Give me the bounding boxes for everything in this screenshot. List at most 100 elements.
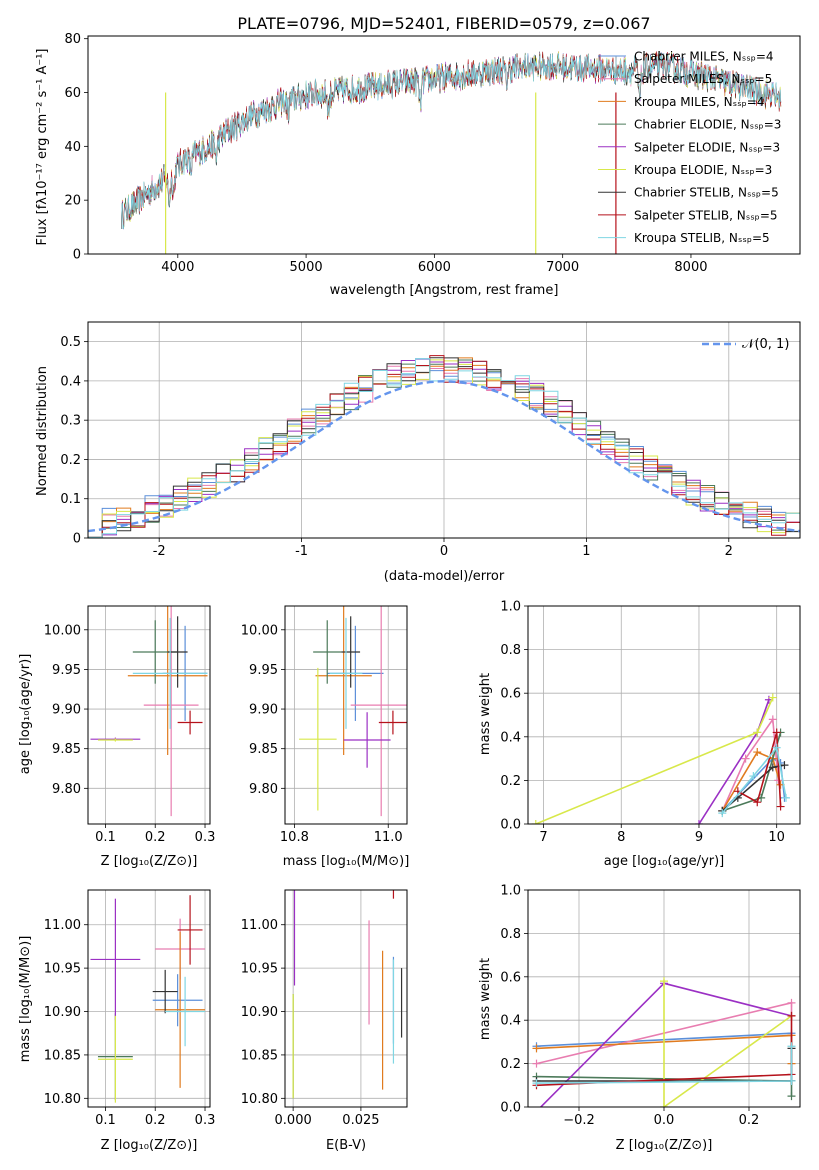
legend-label-1: Salpeter MILES, Nₛₛₚ=5: [634, 72, 772, 86]
weight-vs-age-marker: [749, 772, 758, 781]
age-vs-Z-ytick-label: 9.90: [52, 703, 81, 718]
spectrum-frame: [87, 35, 801, 255]
mass-vs-Z-ytick-label: 11.00: [44, 918, 81, 933]
legend-label-7: Salpeter STELIB, Nₛₛₚ=5: [634, 208, 778, 222]
weight-vs-age-marker: [531, 820, 540, 824]
age-vs-mass-ytick-label: 9.85: [249, 742, 278, 757]
weight-vs-Z-ytick-label: 0.0: [500, 1101, 521, 1116]
weight-age-ylabel: mass weight: [478, 673, 493, 755]
age-vs-mass-ytick-label: 10.00: [241, 623, 278, 638]
spectrum-xtick-label: 8000: [674, 260, 707, 275]
age-vs-Z-ytick-label: 9.95: [52, 663, 81, 678]
residuals-frame: [87, 321, 801, 539]
mass-vs-EBV-ytick-label: 11.00: [241, 918, 278, 933]
weight-vs-Z-marker: [660, 1103, 668, 1107]
age-vs-mass-xtick-label: 10.8: [280, 830, 309, 845]
mass-vs-EBV-ytick-label: 10.95: [241, 962, 278, 977]
legend-label-5: Kroupa ELODIE, Nₛₛₚ=3: [634, 163, 772, 177]
weight-vs-age-xtick-label: 10: [768, 830, 785, 845]
residuals-ytick-label: 0.1: [60, 492, 81, 507]
mass-vs-Z-ytick-label: 10.95: [44, 962, 81, 977]
spectrum-ytick-label: 80: [64, 32, 81, 47]
spectrum-xlabel: wavelength [Angstrom, rest frame]: [330, 283, 559, 298]
weight-vs-Z-xtick-label: 0.0: [654, 1113, 675, 1128]
weight-vs-age-ytick-label: 0.2: [500, 774, 521, 789]
weight-vs-age-frame: [527, 605, 801, 825]
legend-label-3: Chabrier ELODIE, Nₛₛₚ=3: [634, 118, 781, 132]
weight-vs-Z-ytick-label: 0.4: [500, 1014, 521, 1029]
spectrum-ytick-label: 40: [64, 140, 81, 155]
weight-vs-age-xtick-label: 7: [539, 830, 547, 845]
residuals-xtick-label: 2: [725, 544, 733, 559]
residuals-xtick-label: 1: [582, 544, 590, 559]
spectrum-ytick-label: 0: [73, 248, 81, 263]
spectrum-ytick-label: 60: [64, 86, 81, 101]
weight-vs-age-marker: [753, 798, 762, 807]
weight-vs-age-xtick-label: 8: [617, 830, 625, 845]
weight-vs-age-line-8: [721, 745, 787, 814]
mass-vs-Z-ytick-label: 10.80: [44, 1092, 81, 1107]
weight-vs-Z-xtick-label: −0.2: [563, 1113, 595, 1128]
mass-vs-EBV-xtick-label: 0.025: [342, 1113, 379, 1128]
spectrum-ylabel: Flux [fλ10⁻¹⁷ erg cm⁻² s⁻¹ A⁻¹]: [35, 49, 50, 246]
mass-vs-Z-ytick-label: 10.85: [44, 1048, 81, 1063]
age-vs-mass-frame: [284, 605, 408, 825]
legend-label-6: Chabrier STELIB, Nₛₛₚ=5: [634, 186, 779, 200]
spectrum-xtick-label: 5000: [290, 260, 323, 275]
weight-vs-Z-xtick-label: 0.2: [739, 1113, 760, 1128]
weight-vs-age-marker: [768, 763, 777, 772]
age-vs-mass-ytick-label: 9.80: [249, 782, 278, 797]
normal-curve: [87, 380, 801, 533]
weight-vs-Z-frame: [527, 889, 801, 1108]
residuals-ytick-label: 0.2: [60, 453, 81, 468]
mass-ebv-xlabel: E(B-V): [326, 1138, 366, 1153]
age-mass-xlabel: mass [log₁₀(M/M⊙)]: [283, 854, 410, 869]
weight-z-ylabel: mass weight: [478, 958, 493, 1040]
weight-age-xlabel: age [log₁₀(age/yr)]: [604, 854, 725, 869]
legend-label-0: Chabrier MILES, Nₛₛₚ=4: [634, 50, 774, 64]
legend-label-2: Kroupa MILES, Nₛₛₚ=4: [634, 95, 764, 109]
age-vs-Z-xtick-label: 0.1: [95, 830, 116, 845]
residuals-ytick-label: 0: [73, 532, 81, 547]
spectrum-xtick-label: 4000: [161, 260, 194, 275]
weight-vs-age-ytick-label: 1.0: [500, 600, 521, 615]
residual-histogram-8: [88, 358, 800, 538]
mass-vs-EBV-ytick-label: 10.85: [241, 1048, 278, 1063]
weight-vs-age-marker: [694, 820, 703, 824]
weight-vs-Z-marker: [787, 1011, 796, 1020]
residuals-ytick-label: 0.3: [60, 414, 81, 429]
weight-vs-age-ytick-label: 0.4: [500, 730, 521, 745]
weight-vs-Z-marker: [787, 1092, 796, 1101]
weight-vs-Z-marker: [533, 1107, 541, 1115]
legend-label-4: Salpeter ELODIE, Nₛₛₚ=3: [634, 140, 780, 154]
legend-label-8: Kroupa STELIB, Nₛₛₚ=5: [634, 231, 770, 245]
age-z-ylabel: age [log₁₀(age/yr)]: [18, 654, 33, 775]
residuals-xtick-label: -1: [295, 544, 308, 559]
spectrum-xtick-label: 7000: [546, 260, 579, 275]
weight-vs-age-ytick-label: 0.0: [500, 818, 521, 833]
weight-vs-age-ytick-label: 0.6: [500, 687, 521, 702]
age-vs-Z-ytick-label: 9.85: [52, 742, 81, 757]
mass-vs-EBV-ytick-label: 10.80: [241, 1092, 278, 1107]
age-vs-Z-ytick-label: 9.80: [52, 782, 81, 797]
mass-z-ylabel: mass [log₁₀(M/M⊙)]: [18, 936, 33, 1063]
weight-vs-age-line-7: [737, 732, 782, 807]
weight-vs-Z-ytick-label: 0.2: [500, 1057, 521, 1072]
spectrum-xtick-label: 6000: [418, 260, 451, 275]
age-vs-Z-ytick-label: 10.00: [44, 623, 81, 638]
mass-vs-EBV-xtick-label: 0.000: [275, 1113, 312, 1128]
residuals-xlabel: (data-model)/error: [384, 569, 505, 584]
mass-z-xlabel: Z [log₁₀(Z/Z⊙)]: [101, 1138, 198, 1153]
weight-vs-Z-ytick-label: 0.8: [500, 927, 521, 942]
weight-z-xlabel: Z [log₁₀(Z/Z⊙)]: [616, 1138, 713, 1153]
age-vs-Z-xtick-label: 0.2: [145, 830, 166, 845]
legend-normal-label: 𝒩(0, 1): [742, 337, 789, 352]
mass-vs-Z-xtick-label: 0.2: [145, 1113, 166, 1128]
spectrum-title: PLATE=0796, MJD=52401, FIBERID=0579, z=0…: [237, 14, 650, 33]
weight-vs-age-line-2: [721, 751, 782, 812]
spectrum-ytick-label: 20: [64, 194, 81, 209]
weight-vs-Z-marker: [787, 1042, 796, 1051]
weight-vs-age-marker: [772, 743, 781, 752]
residuals-xtick-label: -2: [153, 544, 166, 559]
